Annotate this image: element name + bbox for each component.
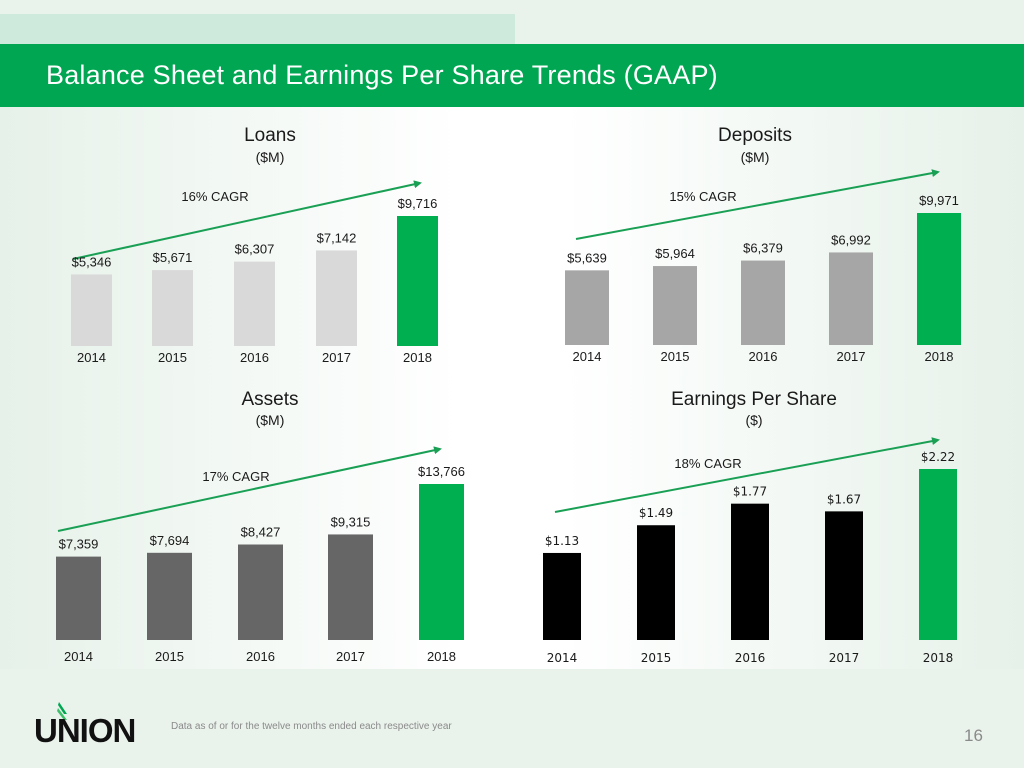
- data-label: $1.49: [639, 506, 673, 520]
- data-label: $5,346: [72, 254, 112, 269]
- bar-2018: [919, 469, 957, 640]
- data-label: $1.67: [827, 492, 861, 506]
- deposits-chart: Deposits ($M) 15% CAGR $5,639 2014 $5,964 2…: [565, 125, 961, 364]
- bar-group: $5,639 2014 $5,964 2015 $6,379 2016 $6,992 2017…: [565, 193, 961, 364]
- bar-group: $5,346 2014 $5,671 2015 $6,307 2016 $7,142 2017…: [71, 196, 438, 365]
- data-label: $7,694: [150, 533, 190, 548]
- x-tick-label: 2017: [322, 350, 351, 365]
- data-label: $7,359: [59, 537, 99, 552]
- bar-group: $7,359 2014 $7,694 2015 $8,427 2016 $9,315 2017…: [56, 464, 465, 664]
- data-label: $9,315: [331, 514, 371, 529]
- bar-2017: [328, 534, 373, 640]
- bar-2014: [543, 552, 581, 640]
- bar-2014: [71, 274, 112, 346]
- cagr-label: 17% CAGR: [202, 469, 269, 484]
- cagr-arrow: [575, 169, 940, 240]
- data-label: $5,964: [655, 246, 695, 261]
- eps-chart: Earnings Per Share ($) 18% CAGR $1.13 201…: [543, 389, 957, 665]
- x-tick-label: 2015: [158, 350, 187, 365]
- header-accent-band: [0, 14, 515, 44]
- data-label: $7,142: [317, 230, 357, 245]
- bar-2018: [917, 213, 961, 345]
- cagr-label: 16% CAGR: [181, 189, 248, 204]
- bar-2017: [829, 252, 873, 345]
- chart-title: Loans: [244, 125, 296, 146]
- data-label: $5,639: [567, 250, 607, 265]
- bar-2017: [825, 511, 863, 640]
- x-tick-label: 2014: [77, 350, 106, 365]
- data-label: $5,671: [153, 250, 193, 265]
- x-tick-label: 2018: [925, 349, 954, 364]
- logo-chevron-icon: [57, 702, 67, 720]
- bar-2014: [56, 556, 101, 640]
- bar-2015: [147, 552, 192, 640]
- x-tick-label: 2017: [829, 651, 860, 665]
- bar-2018: [397, 216, 438, 346]
- chart-unit: ($M): [256, 412, 285, 428]
- bar-2016: [741, 260, 785, 345]
- chart-title: Assets: [241, 389, 298, 410]
- data-label: $9,971: [919, 193, 959, 208]
- x-tick-label: 2016: [246, 649, 275, 664]
- x-tick-label: 2017: [837, 349, 866, 364]
- x-tick-label: 2016: [240, 350, 269, 365]
- bar-2018: [419, 484, 464, 640]
- x-tick-label: 2016: [735, 651, 766, 665]
- x-tick-label: 2018: [923, 651, 954, 665]
- data-label: $1.77: [733, 485, 767, 499]
- cagr-arrow: [72, 180, 422, 260]
- cagr-label: 18% CAGR: [674, 456, 741, 471]
- footnote: Data as of or for the twelve months ende…: [171, 721, 452, 732]
- title-bar: Balance Sheet and Earnings Per Share Tre…: [0, 44, 1024, 107]
- data-label: $13,766: [418, 464, 465, 479]
- chart-title: Earnings Per Share: [671, 389, 837, 410]
- bar-2015: [653, 266, 697, 345]
- x-tick-label: 2014: [547, 651, 578, 665]
- loans-chart: Loans ($M) 16% CAGR $5,346 2014 $5,671 2015…: [71, 125, 438, 365]
- union-logo: UNION: [34, 700, 144, 749]
- x-tick-label: 2014: [573, 349, 602, 364]
- logo-text: UNION: [34, 712, 136, 749]
- x-tick-label: 2015: [661, 349, 690, 364]
- chart-unit: ($M): [256, 149, 285, 165]
- data-label: $6,307: [235, 242, 275, 257]
- cagr-arrow: [57, 446, 442, 532]
- bar-2016: [234, 261, 275, 346]
- cagr-label: 15% CAGR: [669, 189, 736, 204]
- x-tick-label: 2015: [155, 649, 184, 664]
- x-tick-label: 2018: [427, 649, 456, 664]
- data-label: $2.22: [921, 450, 955, 464]
- assets-chart: Assets ($M) 17% CAGR $7,359 2014 $7,694 201…: [56, 389, 465, 664]
- chart-unit: ($): [745, 412, 762, 428]
- x-tick-label: 2017: [336, 649, 365, 664]
- bar-2016: [238, 544, 283, 640]
- data-label: $8,427: [241, 525, 281, 540]
- x-tick-label: 2016: [749, 349, 778, 364]
- chart-title: Deposits: [718, 125, 792, 146]
- x-tick-label: 2014: [64, 649, 93, 664]
- bar-2014: [565, 270, 609, 345]
- bar-2016: [731, 503, 769, 640]
- bar-2015: [152, 270, 193, 346]
- x-tick-label: 2015: [641, 651, 672, 665]
- bar-group: $1.13 2014 $1.49 2015 $1.77 2016 $1.67 2017 $2.2…: [543, 450, 957, 665]
- data-label: $1.13: [545, 534, 579, 548]
- page-title: Balance Sheet and Earnings Per Share Tre…: [46, 60, 718, 90]
- cagr-arrow: [554, 437, 940, 513]
- data-label: $6,379: [743, 241, 783, 256]
- bar-2017: [316, 250, 357, 346]
- page-number: 16: [964, 726, 983, 745]
- x-tick-label: 2018: [403, 350, 432, 365]
- data-label: $9,716: [398, 196, 438, 211]
- data-label: $6,992: [831, 232, 871, 247]
- chart-unit: ($M): [741, 149, 770, 165]
- bar-2015: [637, 525, 675, 640]
